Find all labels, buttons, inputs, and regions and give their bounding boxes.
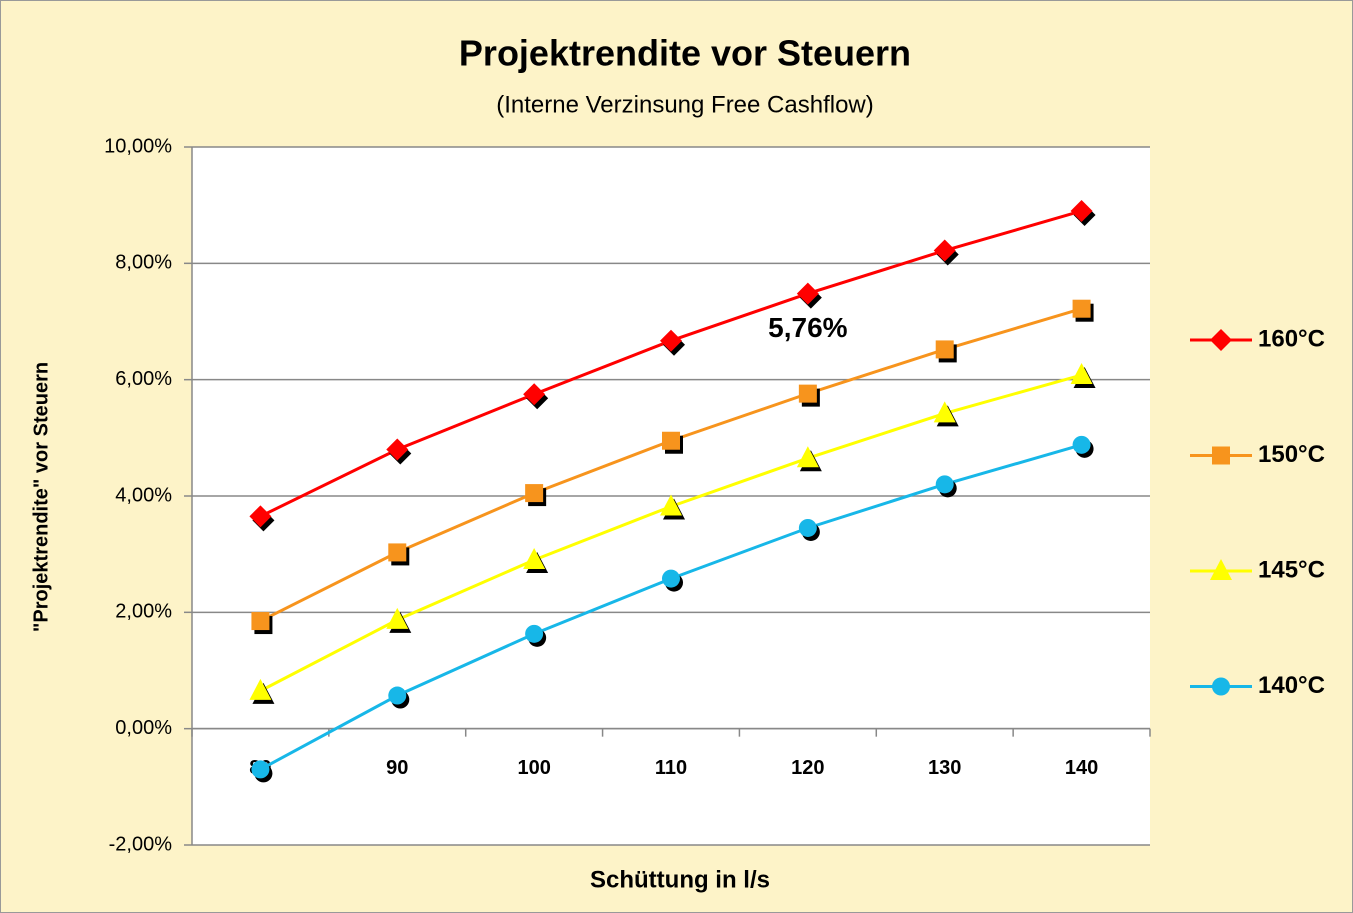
data-marker	[796, 282, 819, 305]
data-marker	[525, 484, 544, 503]
x-tick-label: 120	[791, 757, 824, 779]
x-tick-label: 100	[517, 757, 550, 779]
legend-label: 140°C	[1258, 672, 1325, 699]
x-tick-label: 130	[928, 757, 961, 779]
data-marker	[1072, 435, 1091, 454]
data-marker	[798, 384, 817, 403]
legend-label: 150°C	[1258, 441, 1325, 468]
data-marker	[933, 401, 956, 423]
legend-label: 145°C	[1258, 556, 1325, 583]
chart-title: Projektrendite vor Steuern	[459, 33, 911, 74]
data-marker	[660, 329, 682, 352]
data-marker	[935, 475, 954, 494]
data-marker	[251, 760, 270, 779]
data-marker	[935, 340, 954, 359]
y-axis-label: "Projektrendite" vor Steuern	[30, 362, 52, 632]
annotation: 5,76%	[768, 312, 847, 343]
y-tick-label: 2,00%	[115, 601, 172, 623]
x-tick-label: 90	[386, 757, 408, 779]
chart-subtitle: (Interne Verzinsung Free Cashflow)	[496, 91, 874, 118]
legend-marker	[1210, 559, 1232, 580]
x-tick-label: 110	[655, 757, 687, 779]
data-marker	[796, 446, 819, 468]
data-marker	[251, 612, 270, 631]
data-marker	[1070, 199, 1093, 222]
data-marker	[523, 383, 546, 406]
y-tick-label: 6,00%	[115, 368, 172, 390]
legend-marker	[1212, 446, 1230, 465]
data-marker	[662, 569, 680, 588]
x-tick-label: 140	[1065, 757, 1098, 779]
data-marker	[388, 686, 407, 705]
x-axis-label: Schüttung in l/s	[590, 866, 770, 893]
data-marker	[386, 607, 409, 629]
data-marker	[249, 505, 272, 528]
data-marker	[660, 494, 682, 516]
legend-marker	[1210, 329, 1232, 351]
data-marker	[249, 678, 272, 700]
data-marker	[388, 543, 407, 562]
data-marker	[386, 438, 409, 461]
y-tick-label: 8,00%	[115, 252, 172, 274]
y-tick-label: 0,00%	[115, 717, 172, 739]
data-marker	[523, 547, 546, 569]
y-tick-label: -2,00%	[109, 833, 173, 855]
legend-marker	[1212, 677, 1230, 696]
data-marker	[525, 624, 544, 643]
data-marker	[1072, 299, 1091, 318]
data-marker	[662, 431, 680, 450]
data-marker	[933, 239, 956, 262]
legend-label: 160°C	[1258, 325, 1325, 352]
data-marker	[1070, 363, 1093, 385]
y-tick-label: 4,00%	[115, 484, 172, 506]
y-tick-label: 10,00%	[104, 135, 172, 157]
data-marker	[798, 518, 817, 537]
